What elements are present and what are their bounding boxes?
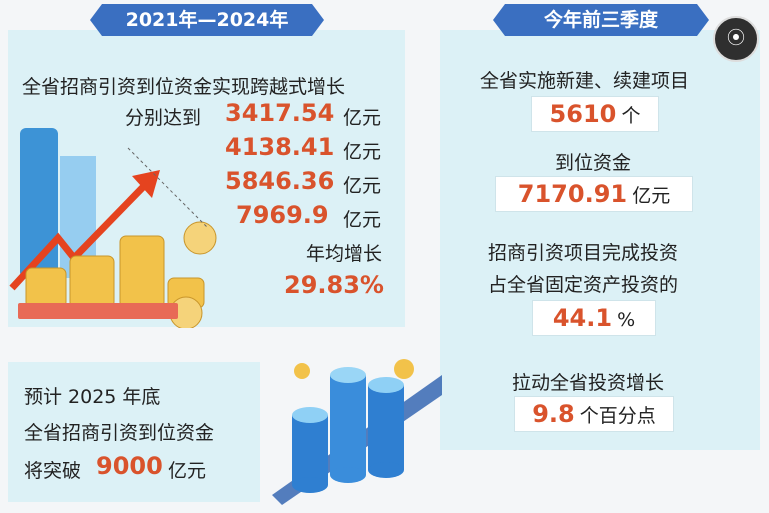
- yuan-coin: [183, 221, 217, 255]
- right-header: 今年前三季度: [493, 4, 709, 36]
- unit-2021: 亿元: [343, 107, 382, 129]
- bottom-value: 9000: [96, 452, 163, 480]
- growth-value: 29.83%: [284, 271, 384, 299]
- cylinder: [330, 367, 366, 483]
- right-line4: 占全省固定资产投资的: [488, 274, 679, 296]
- cylinders-illustration: [272, 359, 442, 505]
- bottom-panel: [8, 362, 260, 502]
- growth-pp-value: 9.8: [532, 400, 575, 428]
- bottom-line2: 全省招商引资到位资金: [24, 422, 215, 444]
- cylinder: [368, 377, 404, 478]
- rising-arrow: [9, 181, 149, 291]
- right-line1: 全省实施新建、续建项目: [480, 70, 690, 92]
- left-prefix: 分别达到: [125, 107, 202, 129]
- left-header: 2021年—2024年: [90, 4, 324, 36]
- lens-icon: ⦿: [727, 28, 745, 49]
- bar-back: [20, 128, 58, 278]
- bottom-prefix: 将突破: [24, 460, 82, 482]
- yuan-coin: [394, 359, 414, 379]
- funds-value: 7170.91: [517, 180, 628, 208]
- projects-box: 5610 个: [531, 96, 659, 132]
- unit-2023: 亿元: [343, 175, 382, 197]
- dotted-guide: [127, 147, 209, 229]
- bottom-line1: 预计 2025 年底: [24, 386, 161, 408]
- red-papers: [18, 303, 178, 319]
- arrow-head: [132, 170, 160, 198]
- lens-button[interactable]: ⦿: [713, 16, 759, 62]
- value-2021: 3417.54: [225, 99, 335, 127]
- left-line1: 全省招商引资到位资金实现跨越式增长: [22, 76, 346, 98]
- growth-box: 9.8 个百分点: [514, 396, 674, 432]
- value-2024: 7969.9: [236, 201, 329, 229]
- share-box: 44.1 %: [532, 300, 656, 336]
- funds-unit: 亿元: [632, 185, 671, 207]
- projects-unit: 个: [621, 105, 641, 127]
- growth-illustration: [9, 128, 217, 328]
- unit-2024: 亿元: [343, 209, 382, 231]
- growth-pp-unit: 个百分点: [579, 405, 656, 427]
- share-unit: %: [617, 309, 636, 331]
- projects-value: 5610: [549, 100, 617, 128]
- unit-2022: 亿元: [343, 141, 382, 163]
- right-line5: 拉动全省投资增长: [512, 372, 665, 394]
- cylinder: [292, 407, 328, 493]
- right-line3: 招商引资项目完成投资: [488, 242, 679, 264]
- yuan-coin: [294, 363, 310, 379]
- share-value: 44.1: [552, 304, 613, 332]
- growth-label: 年均增长: [306, 243, 383, 265]
- right-line2: 到位资金: [555, 152, 632, 174]
- bottom-unit: 亿元: [168, 460, 207, 482]
- funds-box: 7170.91 亿元: [495, 176, 693, 212]
- value-2022: 4138.41: [225, 133, 335, 161]
- value-2023: 5846.36: [225, 167, 335, 195]
